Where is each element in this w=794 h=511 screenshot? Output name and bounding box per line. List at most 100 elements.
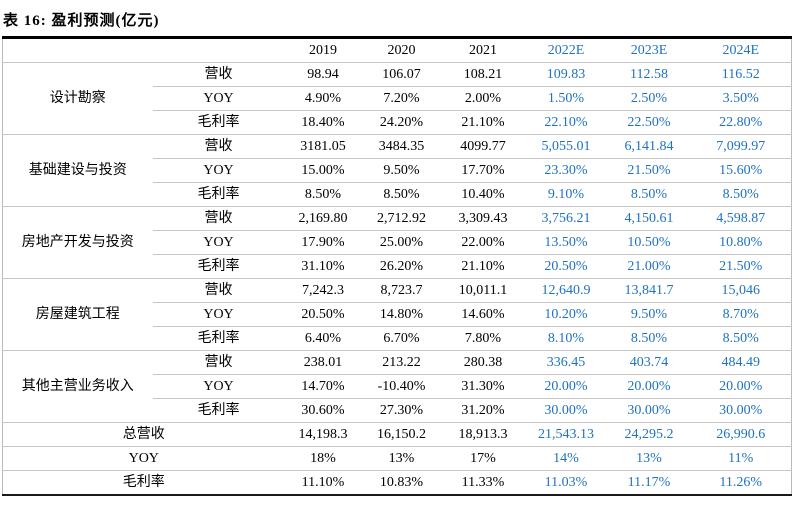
value-cell: 3.50% (690, 86, 792, 111)
value-cell: 10.20% (524, 302, 608, 327)
value-cell: 14.60% (441, 302, 525, 327)
value-cell: 15.60% (690, 158, 792, 183)
summary-row: 总营收 14,198.3 16,150.2 18,913.3 21,543.13 24,2… (2, 422, 792, 447)
value-cell: 108.21 (441, 62, 525, 87)
summary-label-cell: YOY (2, 446, 285, 471)
value-cell: 8.50% (361, 182, 442, 207)
value-cell: 7.20% (361, 86, 442, 111)
value-cell: 22.10% (524, 110, 608, 135)
value-cell: 6.70% (361, 326, 442, 351)
table-row: 设计勘察 营收 98.94 106.07 108.21 109.83 112.58 116.5… (2, 62, 792, 135)
value-cell: 10.50% (607, 230, 691, 255)
value-cell: 3,309.43 (441, 206, 525, 231)
value-cell: 8.50% (284, 182, 362, 207)
metric-label-cell: 毛利率 (152, 110, 285, 135)
value-cell: 3484.35 (361, 134, 442, 159)
value-cell: 26.20% (361, 254, 442, 279)
value-cell: 336.45 (524, 350, 608, 375)
value-cell: 20.00% (607, 374, 691, 399)
value-cell: 18,913.3 (441, 422, 525, 447)
value-cell: 4.90% (284, 86, 362, 111)
year-header: 2023E (630, 43, 668, 58)
value-cell: 26,990.6 (690, 422, 792, 447)
value-cell: 7,242.3 (284, 278, 362, 303)
table-row: YOY 15.00% 9.50% 17.70% 23.30% 21.50% 15.60% (3, 158, 792, 183)
value-cell: 30.00% (607, 398, 691, 423)
value-cell: 21,543.13 (524, 422, 608, 447)
value-cell: 4099.77 (441, 134, 525, 159)
value-cell: 27.30% (361, 398, 442, 423)
value-cell: 2,169.80 (284, 206, 362, 231)
metric-label-cell: 营收 (152, 350, 285, 375)
value-cell: 238.01 (284, 350, 362, 375)
value-cell: 15,046 (690, 278, 792, 303)
metric-label-cell: YOY (152, 86, 285, 111)
value-cell: 10.80% (690, 230, 792, 255)
value-cell: 20.00% (524, 374, 608, 399)
table-row: YOY 4.90% 7.20% 2.00% 1.50% 2.50% 3.50% (3, 86, 792, 111)
value-cell: 280.38 (441, 350, 525, 375)
value-cell: 3181.05 (284, 134, 362, 159)
value-cell: 14% (524, 446, 608, 471)
value-cell: 22.00% (441, 230, 525, 255)
value-cell: 20.50% (524, 254, 608, 279)
value-cell: 8.50% (690, 182, 792, 207)
value-cell: 106.07 (361, 62, 442, 87)
value-cell: 8.10% (524, 326, 608, 351)
value-cell: 10.40% (441, 182, 525, 207)
value-cell: 13% (607, 446, 691, 471)
value-cell: 11.10% (284, 470, 362, 495)
year-header: 2022E (547, 43, 585, 58)
value-cell: 2,712.92 (361, 206, 442, 231)
value-cell: 17.90% (284, 230, 362, 255)
value-cell: 30.00% (524, 398, 608, 423)
table-row: 毛利率 8.50% 8.50% 10.40% 9.10% 8.50% 8.50% (3, 182, 792, 207)
value-cell: 8.50% (607, 182, 691, 207)
year-header: 2020 (387, 43, 416, 58)
value-cell: 13.50% (524, 230, 608, 255)
value-cell: 4,598.87 (690, 206, 792, 231)
value-cell: 8,723.7 (361, 278, 442, 303)
table-row: YOY 20.50% 14.80% 14.60% 10.20% 9.50% 8.70% (3, 302, 792, 327)
table-row: 毛利率 31.10% 26.20% 21.10% 20.50% 21.00% 21.50% (3, 254, 792, 279)
value-cell: 16,150.2 (361, 422, 442, 447)
value-cell: 13% (361, 446, 442, 471)
value-cell: 98.94 (284, 62, 362, 87)
table-title: 表 16: 盈利预测(亿元) (3, 13, 160, 29)
value-cell: 6.40% (284, 326, 362, 351)
value-cell: 9.50% (361, 158, 442, 183)
value-cell: 3,756.21 (524, 206, 608, 231)
value-cell: 17.70% (441, 158, 525, 183)
value-cell: 21.50% (690, 254, 792, 279)
value-cell: 2.00% (441, 86, 525, 111)
value-cell: 6,141.84 (607, 134, 691, 159)
table-row: 基础建设与投资 营收 3181.05 3484.35 4099.77 5,055.01 6,… (2, 134, 792, 207)
value-cell: 22.80% (690, 110, 792, 135)
value-cell: -10.40% (361, 374, 442, 399)
table-row: 毛利率 18.40% 24.20% 21.10% 22.10% 22.50% 22.80% (3, 110, 792, 135)
segment-name-cell: 房地产开发与投资 (2, 206, 153, 279)
value-cell: 7.80% (441, 326, 525, 351)
segment-name-cell: 房屋建筑工程 (2, 278, 153, 351)
value-cell: 11.33% (441, 470, 525, 495)
value-cell: 20.50% (284, 302, 362, 327)
year-header: 2024E (722, 43, 760, 58)
profit-forecast-table: 2019 2020 2021 2022E 2023E 2024E 设计勘察 营收 98.94 1… (2, 36, 792, 496)
value-cell: 18% (284, 446, 362, 471)
value-cell: 15.00% (284, 158, 362, 183)
value-cell: 112.58 (607, 62, 691, 87)
value-cell: 4,150.61 (607, 206, 691, 231)
value-cell: 21.00% (607, 254, 691, 279)
value-cell: 11.03% (524, 470, 608, 495)
value-cell: 11.26% (690, 470, 792, 495)
value-cell: 213.22 (361, 350, 442, 375)
value-cell: 30.00% (690, 398, 792, 423)
value-cell: 21.10% (441, 254, 525, 279)
corner-cell (3, 38, 285, 63)
segment-name-cell: 设计勘察 (2, 62, 153, 135)
metric-label-cell: 毛利率 (152, 254, 285, 279)
summary-label-cell: 毛利率 (2, 470, 285, 495)
value-cell: 7,099.97 (690, 134, 792, 159)
metric-label-cell: 毛利率 (152, 398, 285, 423)
